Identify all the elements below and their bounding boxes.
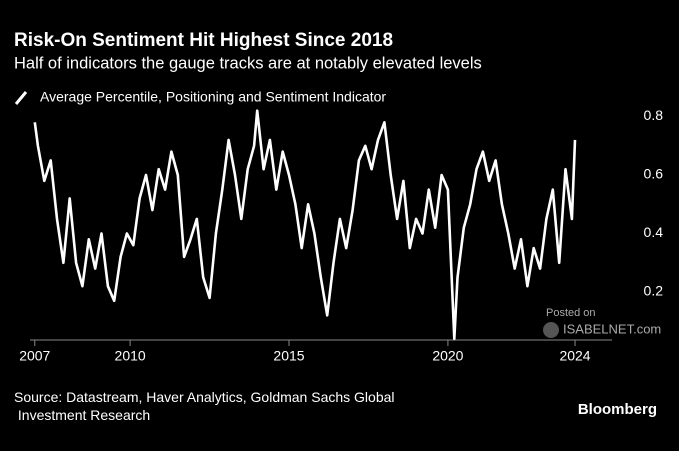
y-tick-label: 0.4 (644, 224, 664, 240)
x-tick-label: 2010 (115, 348, 146, 364)
x-tick-label: 2024 (559, 348, 590, 364)
x-tick-label: 2015 (273, 348, 304, 364)
source: Source: Datastream, Haver Analytics, Gol… (14, 389, 395, 423)
chart-subtitle: Half of indicators the gauge tracks are … (14, 54, 482, 72)
brand: Bloomberg (578, 401, 657, 418)
watermark-logo (543, 322, 559, 338)
y-tick-label: 0.6 (644, 166, 664, 182)
chart-title: Risk-On Sentiment Hit Highest Since 2018 (14, 30, 393, 51)
legend-swatch (14, 91, 28, 105)
legend-label: Average Percentile, Positioning and Sent… (40, 89, 386, 105)
y-tick-label: 0.8 (644, 107, 664, 123)
series-line (33, 109, 577, 341)
y-tick-label: 0.2 (644, 283, 664, 299)
x-tick-label: 2020 (432, 348, 463, 364)
x-tick-label: 2007 (19, 348, 50, 364)
watermark: Posted on (546, 307, 596, 319)
watermark: ISABELNET.com (563, 321, 661, 336)
